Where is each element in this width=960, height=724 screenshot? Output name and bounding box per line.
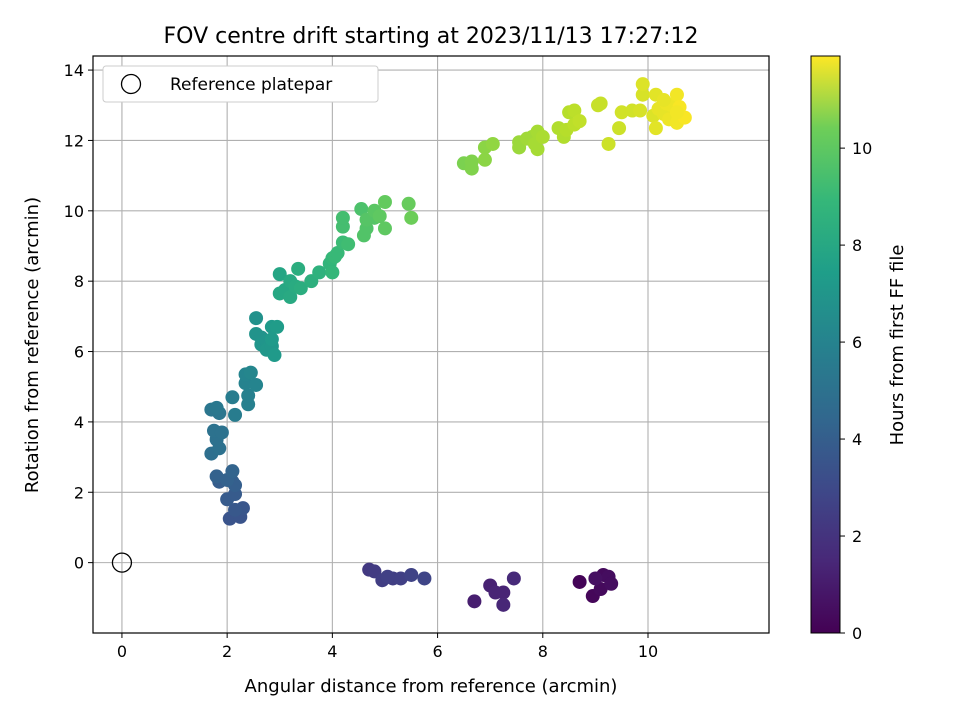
data-point xyxy=(588,571,603,586)
data-point xyxy=(572,574,587,589)
data-point xyxy=(272,267,287,282)
plot-area-frame xyxy=(92,55,770,634)
x-tick-label: 6 xyxy=(432,642,442,661)
data-point xyxy=(341,237,356,252)
data-point xyxy=(249,311,264,326)
data-point xyxy=(635,87,650,102)
data-point xyxy=(312,265,327,280)
colorbar-ticks: 0 2 4 6 8 10 xyxy=(840,139,872,643)
data-point xyxy=(209,469,224,484)
y-tick-label: 4 xyxy=(74,413,84,432)
colorbar-tick-label: 0 xyxy=(852,624,862,643)
data-point xyxy=(228,407,243,422)
y-axis-ticks: 0 2 4 6 8 10 12 14 xyxy=(64,61,93,573)
data-point xyxy=(648,121,663,136)
colorbar-tick-label: 6 xyxy=(852,333,862,352)
chart-title: FOV centre drift starting at 2023/11/13 … xyxy=(164,24,699,49)
data-point xyxy=(404,567,419,582)
data-point xyxy=(404,210,419,225)
data-point xyxy=(635,77,650,92)
data-point xyxy=(614,105,629,120)
x-axis-label: Angular distance from reference (arcmin) xyxy=(245,676,618,697)
data-point xyxy=(380,569,395,584)
legend: Reference platepar xyxy=(102,65,379,103)
data-point xyxy=(209,400,224,415)
data-point xyxy=(496,597,511,612)
data-point xyxy=(656,92,671,107)
x-tick-label: 0 xyxy=(117,642,127,661)
x-axis-ticks: 0 2 4 6 8 10 xyxy=(117,633,658,661)
y-tick-label: 8 xyxy=(74,272,84,291)
data-point xyxy=(225,390,240,405)
data-point xyxy=(267,348,282,363)
data-point xyxy=(477,152,492,167)
data-point xyxy=(249,377,264,392)
data-point xyxy=(467,594,482,609)
data-point xyxy=(464,161,479,176)
data-point xyxy=(633,103,648,118)
data-point xyxy=(393,571,408,586)
data-point xyxy=(225,464,240,479)
legend-box xyxy=(102,65,379,103)
y-tick-label: 10 xyxy=(64,202,84,221)
data-point xyxy=(330,246,345,261)
colorbar-tick-label: 8 xyxy=(852,236,862,255)
data-point xyxy=(669,105,684,120)
x-tick-label: 8 xyxy=(538,642,548,661)
data-point xyxy=(270,319,285,334)
y-axis-label: Rotation from reference (arcmin) xyxy=(22,197,43,493)
data-point xyxy=(401,196,416,211)
data-point xyxy=(243,365,258,380)
y-tick-label: 6 xyxy=(74,343,84,362)
data-point xyxy=(228,502,243,517)
y-tick-label: 2 xyxy=(74,483,84,502)
data-point xyxy=(604,576,619,591)
legend-reference-marker xyxy=(120,73,142,95)
colorbar-gradient xyxy=(810,55,841,634)
colorbar-tick-label: 4 xyxy=(852,430,862,449)
y-tick-label: 0 xyxy=(74,554,84,573)
colorbar-tick-label: 2 xyxy=(852,527,862,546)
x-tick-label: 4 xyxy=(327,642,337,661)
data-point xyxy=(417,571,432,586)
data-point xyxy=(354,202,369,217)
data-point xyxy=(291,261,306,276)
data-point xyxy=(264,332,279,347)
data-points xyxy=(111,77,692,612)
data-point xyxy=(377,221,392,236)
data-point xyxy=(293,281,308,296)
data-point xyxy=(612,121,627,136)
y-tick-label: 14 xyxy=(64,61,84,80)
data-point xyxy=(335,210,350,225)
data-point xyxy=(601,136,616,151)
x-tick-label: 2 xyxy=(222,642,232,661)
data-point xyxy=(214,425,229,440)
colorbar-label: Hours from first FF file xyxy=(887,245,908,446)
data-point xyxy=(567,103,582,118)
x-tick-label: 10 xyxy=(638,642,658,661)
data-point xyxy=(535,129,550,144)
data-point xyxy=(530,142,545,157)
data-point xyxy=(283,290,298,305)
data-point xyxy=(372,209,387,224)
y-tick-label: 12 xyxy=(64,131,84,150)
data-point xyxy=(485,136,500,151)
data-point xyxy=(593,96,608,111)
reference-platepar-marker xyxy=(111,552,133,573)
data-point xyxy=(377,195,392,210)
data-point xyxy=(325,265,340,280)
data-point xyxy=(496,585,511,600)
colorbar-tick-label: 10 xyxy=(852,139,872,158)
data-point xyxy=(506,571,521,586)
data-point xyxy=(669,87,684,102)
grid-lines xyxy=(93,56,769,633)
data-point xyxy=(593,582,608,597)
data-point xyxy=(572,114,587,129)
data-point xyxy=(241,388,256,403)
colorbar: 0 2 4 6 8 10 Hours from first FF file xyxy=(810,55,908,643)
legend-label-reference-platepar: Reference platepar xyxy=(170,75,332,95)
